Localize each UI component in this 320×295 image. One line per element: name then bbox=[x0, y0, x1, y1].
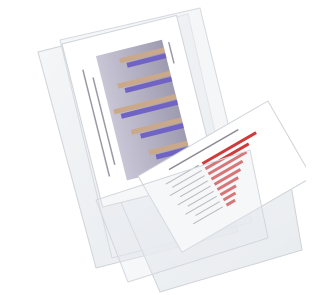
page: (() => { const data = JSON.parse(documen… bbox=[0, 0, 306, 295]
photo bbox=[0, 0, 306, 295]
